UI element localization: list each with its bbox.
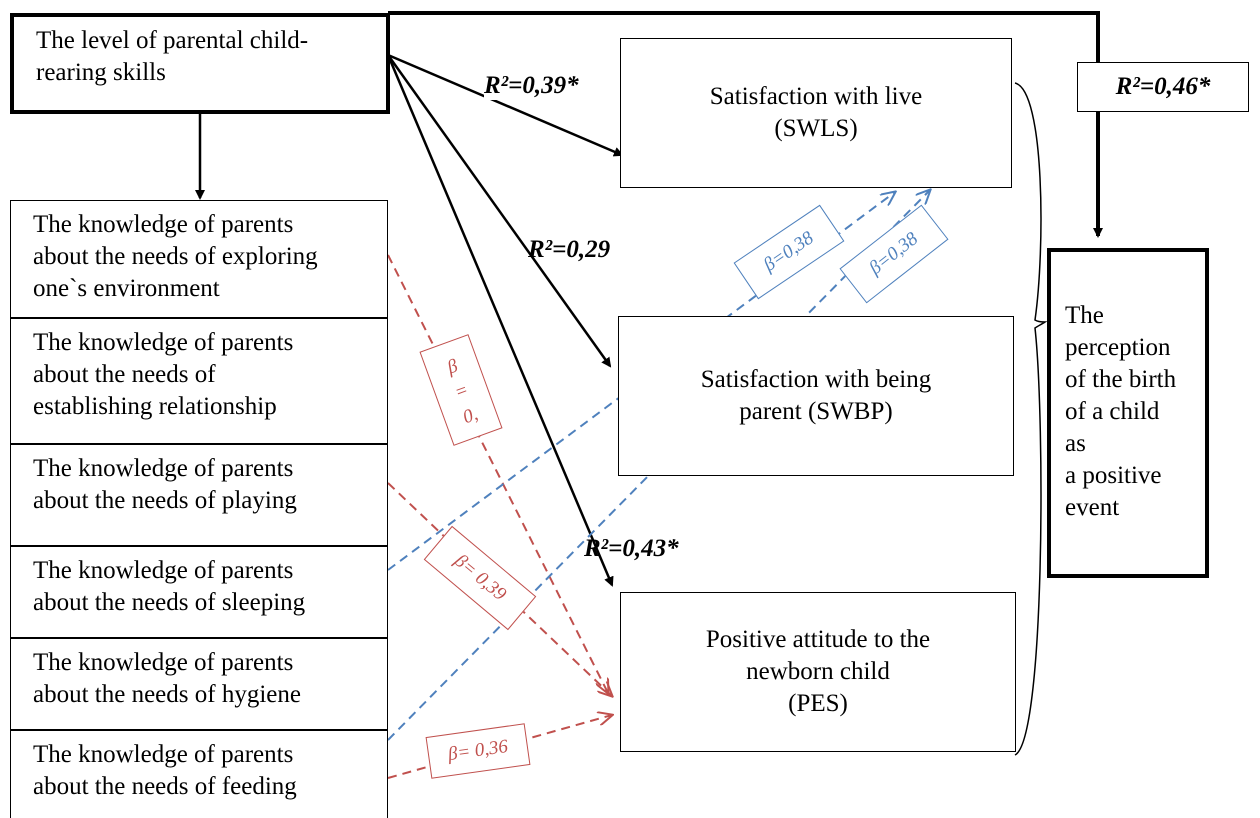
perception-line: as: [1065, 430, 1086, 457]
r2-label-swbp: R²=0,29: [528, 236, 611, 263]
perception-box: The perception of the birth of a child a…: [1047, 248, 1209, 578]
red-arrow-exploring: [387, 254, 608, 693]
perception-line: event: [1065, 494, 1120, 521]
knowledge-line: The knowledge of parents: [33, 455, 294, 482]
arrow-to-swbp: [386, 54, 612, 368]
swbp-line2: parent (SWBP): [739, 398, 893, 425]
knowledge-line: establishing relationship: [33, 393, 277, 420]
knowledge-line: about the needs of sleeping: [33, 589, 306, 616]
r2-label-pes: R²=0,43*: [584, 535, 679, 562]
knowledge-line: about the needs of playing: [33, 487, 297, 514]
knowledge-box-relationship: The knowledge of parents about the needs…: [10, 318, 388, 444]
knowledge-line: about the needs of feeding: [33, 773, 297, 800]
perception-line: a positive: [1065, 462, 1162, 489]
knowledge-line: about the needs of: [33, 361, 216, 388]
source-box-line2: rearing skills: [36, 59, 166, 86]
knowledge-box-hygiene: The knowledge of parents about the needs…: [10, 638, 388, 730]
swls-line1: Satisfaction with live: [709, 83, 923, 110]
source-box-line1: The level of parental child-: [36, 27, 309, 54]
outcome-box-swbp: Satisfaction with being parent (SWBP): [618, 316, 1014, 476]
knowledge-box-playing: The knowledge of parents about the needs…: [10, 444, 388, 546]
outcome-box-swls: Satisfaction with live (SWLS): [620, 38, 1012, 188]
curved-bracket: [1014, 82, 1048, 756]
pes-line3: (PES): [788, 690, 848, 717]
knowledge-line: one`s environment: [33, 275, 220, 302]
swls-line2: (SWLS): [774, 115, 858, 142]
perception-line: of a child: [1065, 398, 1160, 425]
source-box: The level of parental child- rearing ski…: [10, 13, 390, 114]
pes-line2: newborn child: [746, 658, 890, 685]
arrow-to-swls: [387, 53, 624, 157]
perception-line: The: [1065, 302, 1104, 329]
knowledge-line: about the needs of hygiene: [33, 681, 301, 708]
blue-arrow-hygiene: [387, 190, 930, 741]
knowledge-line: The knowledge of parents: [33, 649, 294, 676]
r2-label-swls: R²=0,39*: [484, 72, 579, 100]
perception-line: perception: [1065, 334, 1171, 361]
r2-label-perception: R²=0,46*: [1077, 62, 1249, 112]
arrow-to-pes: [386, 54, 614, 587]
outcome-box-pes: Positive attitude to the newborn child (…: [620, 592, 1016, 752]
knowledge-line: The knowledge of parents: [33, 329, 294, 356]
perception-line: of the birth: [1065, 366, 1177, 393]
pes-line1: Positive attitude to the: [705, 626, 931, 653]
knowledge-box-sleeping: The knowledge of parents about the needs…: [10, 546, 388, 638]
red-arrow-feeding: [387, 715, 612, 779]
knowledge-line: about the needs of exploring: [33, 243, 318, 270]
knowledge-line: The knowledge of parents: [33, 741, 294, 768]
knowledge-line: The knowledge of parents: [33, 211, 294, 238]
knowledge-box-feeding: The knowledge of parents about the needs…: [10, 730, 388, 818]
swbp-line1: Satisfaction with being: [700, 366, 932, 393]
knowledge-box-exploring: The knowledge of parents about the needs…: [10, 200, 388, 318]
bracket-line: [388, 11, 1103, 238]
knowledge-line: The knowledge of parents: [33, 557, 294, 584]
